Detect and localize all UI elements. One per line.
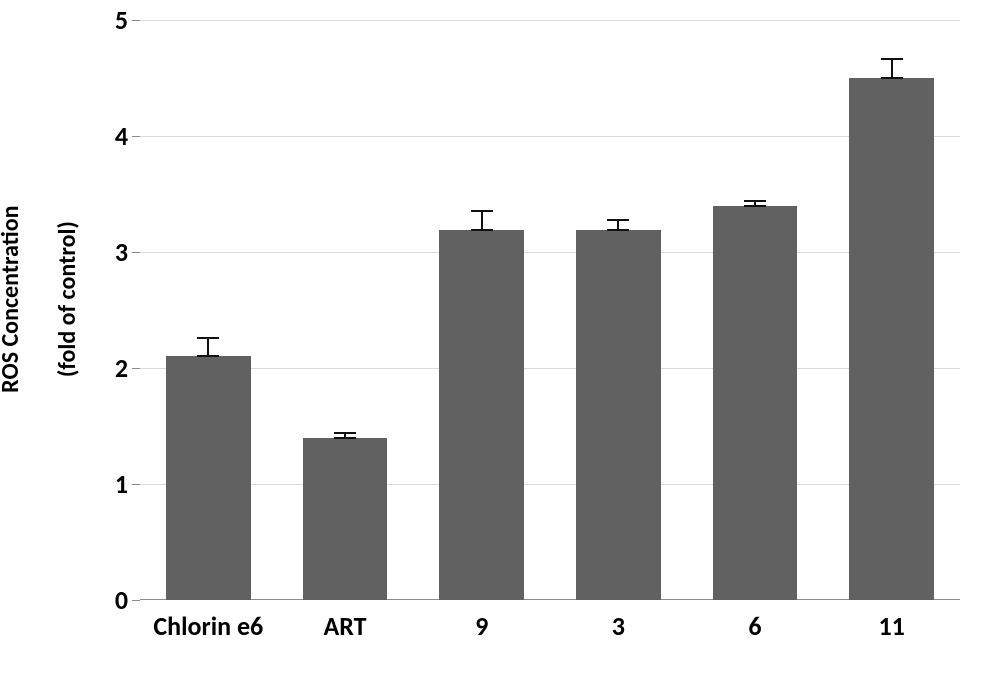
y-tick-label: 3 [88,236,140,268]
y-axis-label-line2: (fold of control) [53,221,82,377]
error-bar [471,211,493,230]
x-category-label: 3 [612,600,625,642]
y-tick-label: 2 [88,352,140,384]
y-tick-label: 0 [88,584,140,616]
x-category-label: 11 [878,600,904,642]
bar [303,438,388,600]
x-category-label: ART [323,600,366,642]
bar [849,78,934,600]
x-category-label: Chlorin e6 [153,600,263,642]
y-tick-label: 4 [88,120,140,152]
x-category-label: 6 [748,600,761,642]
gridline [140,484,960,485]
y-tick-label: 5 [88,4,140,36]
error-bar [744,201,766,206]
error-bar [881,59,903,78]
y-tick-label: 1 [88,468,140,500]
plot-area: 012345Chlorin e6ART93611 [140,20,960,600]
y-axis-label-line1: ROS Concentration [0,205,25,392]
gridline [140,252,960,253]
gridline [140,368,960,369]
bar [713,206,798,600]
ros-bar-chart: ROS Concentration (fold of control) 0123… [0,0,1000,680]
error-bar [197,338,219,357]
bar [439,230,524,600]
bar [576,230,661,600]
x-category-label: 9 [475,600,488,642]
error-bar [334,433,356,438]
bar [166,356,251,600]
error-bar [607,220,629,230]
gridline [140,20,960,21]
gridline [140,136,960,137]
